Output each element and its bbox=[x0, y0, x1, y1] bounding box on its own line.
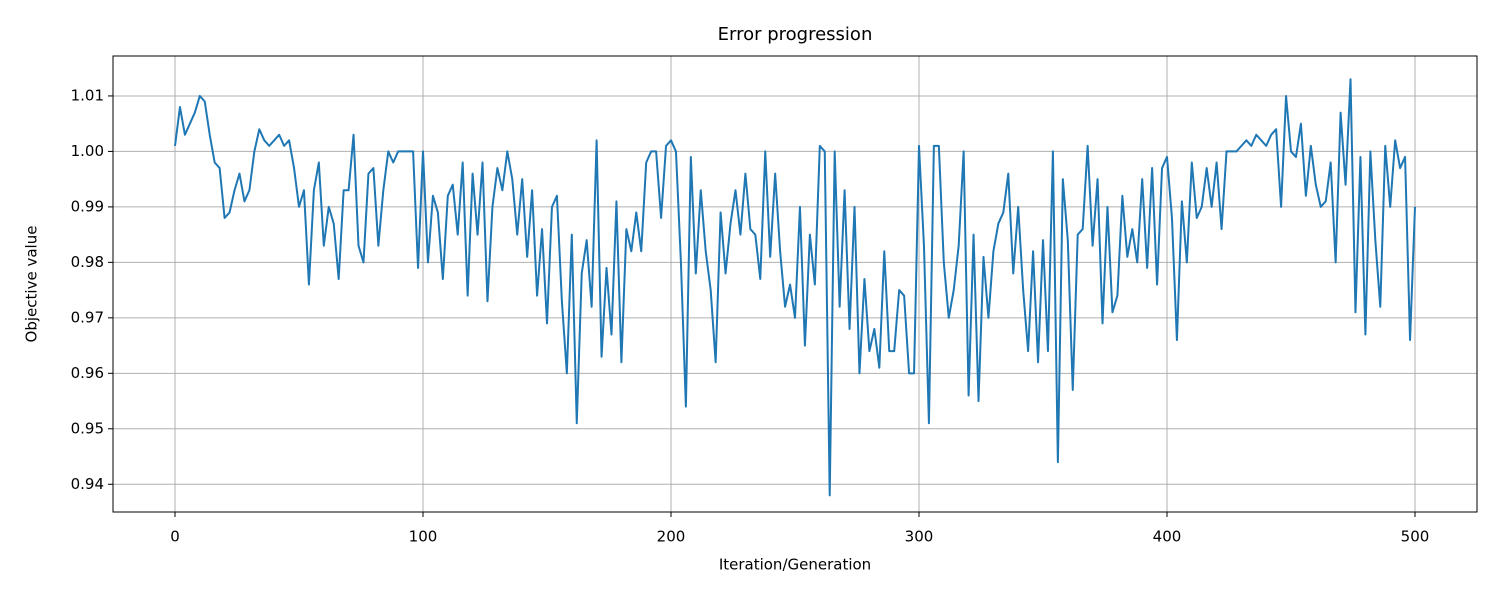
y-tick-label: 0.98 bbox=[71, 253, 104, 271]
y-tick-label: 0.97 bbox=[71, 308, 104, 326]
y-tick-label: 0.96 bbox=[71, 364, 104, 382]
y-tick-label: 0.95 bbox=[71, 419, 104, 437]
plot-frame bbox=[112, 55, 1478, 513]
y-tick-label: 1.00 bbox=[71, 142, 104, 160]
x-tick-label: 100 bbox=[409, 528, 438, 546]
y-axis-label: Objective value bbox=[23, 226, 41, 343]
x-tick-label: 300 bbox=[905, 528, 934, 546]
chart-title: Error progression bbox=[718, 24, 873, 45]
y-tick-label: 0.99 bbox=[71, 197, 104, 215]
data-line bbox=[174, 78, 1416, 497]
x-tick-label: 500 bbox=[1401, 528, 1430, 546]
y-tick-label: 1.01 bbox=[71, 86, 104, 104]
x-tick-label: 400 bbox=[1153, 528, 1182, 546]
y-tick-label: 0.94 bbox=[71, 475, 104, 493]
x-tick-label: 200 bbox=[657, 528, 686, 546]
x-axis-label: Iteration/Generation bbox=[719, 556, 871, 574]
x-tick-label: 0 bbox=[170, 528, 180, 546]
